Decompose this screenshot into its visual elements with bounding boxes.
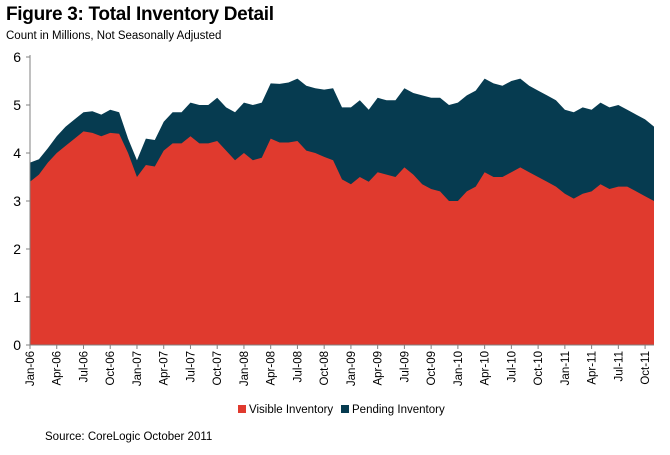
x-tick-label: Oct-09 [426,351,438,386]
x-tick-label: Apr-09 [373,351,385,386]
x-tick-label: Jul-08 [292,351,304,382]
y-tick-label: 3 [13,193,21,209]
y-tick-label: 1 [13,289,21,305]
legend-label: Visible Inventory [249,404,333,416]
x-tick-label: Jul-10 [506,351,518,382]
legend-swatch [238,405,246,413]
y-tick-label: 4 [13,145,21,161]
x-tick-label: Jan-08 [239,351,251,386]
area-series-group [30,78,654,345]
y-tick-label: 0 [13,337,21,353]
x-tick-label: Jan-10 [453,351,465,386]
x-tick-label: Apr-07 [159,351,171,386]
y-tick-labels: 0 1 2 3 4 5 6 [13,49,21,353]
x-tick-label: Apr-11 [587,351,599,385]
x-tick-label: Oct-06 [105,351,117,386]
y-tick-label: 2 [13,241,21,257]
x-tick-label: Apr-08 [266,351,278,386]
legend: Visible Inventory Pending Inventory [238,404,445,416]
x-tick-label: Jul-09 [399,351,411,382]
x-tick-label: Oct-08 [319,351,331,386]
source-note: Source: CoreLogic October 2011 [45,431,213,443]
legend-label: Pending Inventory [352,404,445,416]
x-tick-label: Jan-09 [346,351,358,386]
axes-group [26,55,654,349]
x-tick-label: Jan-11 [560,351,572,385]
y-tick-label: 6 [13,49,21,65]
inventory-area-chart: 0 1 2 3 4 5 6 Jan-06 Apr-06 Jul-06 Oct-06 Jan-07 Ap… [13,49,654,416]
visible-inventory-area [30,131,654,345]
x-tick-label: Apr-06 [52,351,64,386]
x-tick-label: Jul-06 [79,351,91,382]
x-tick-label: Oct-10 [533,351,545,386]
x-tick-labels: Jan-06 Apr-06 Jul-06 Oct-06 Jan-07 Apr-07 Jul-… [25,351,652,386]
chart-title: Figure 3: Total Inventory Detail [6,4,274,25]
x-tick-label: Jan-07 [132,351,144,386]
y-tick-label: 5 [13,97,21,113]
x-tick-label: Oct-11 [640,351,652,385]
x-tick-label: Apr-10 [480,351,492,386]
x-tick-label: Jul-11 [613,351,625,381]
chart-subtitle: Count in Millions, Not Seasonally Adjust… [6,30,222,42]
x-tick-label: Jul-07 [186,351,198,382]
x-tick-label: Oct-07 [212,351,224,386]
legend-swatch [341,405,349,413]
x-tick-label: Jan-06 [25,351,37,386]
